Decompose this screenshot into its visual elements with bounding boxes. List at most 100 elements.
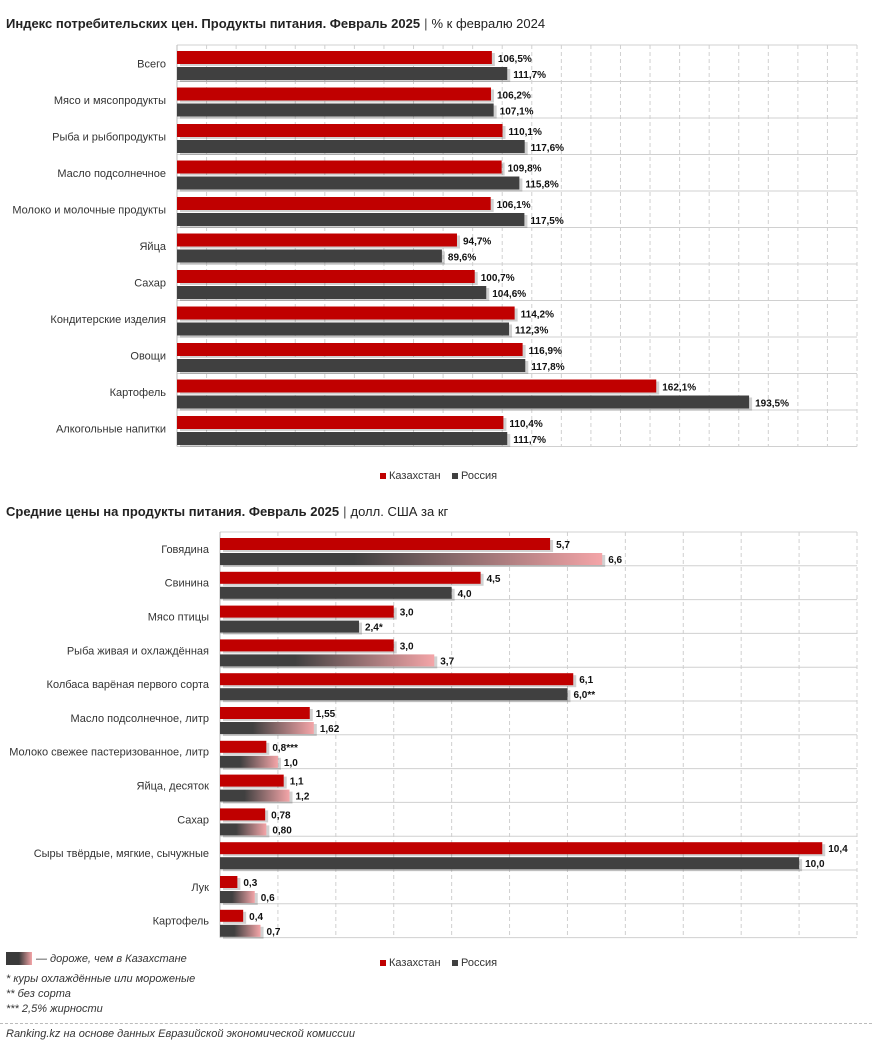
value-label-kazakhstan: 110,1% [509,127,542,138]
category-label: Сахар [134,277,166,289]
bar-russia [220,755,278,768]
category-label: Колбаса варёная первого сорта [47,679,210,691]
value-label-kazakhstan: 106,5% [498,54,532,65]
value-label-russia: 111,7% [513,70,546,81]
footnote-2: ** без сорта [6,988,71,1000]
value-label-kazakhstan: 10,4 [828,844,848,855]
bar-russia [220,722,314,734]
bar-russia [220,789,290,802]
value-label-russia: 0,6 [261,893,275,904]
value-label-kazakhstan: 1,55 [316,709,336,720]
value-label-russia: 1,2 [295,792,309,803]
chart1-cpi: Всего 106,5% 111,7% Мясо и мясопродукты 106,… [12,44,858,482]
bar-kazakhstan [177,379,657,393]
footnote-3: *** 2,5% жирности [6,1003,103,1015]
bar-kazakhstan [220,876,238,888]
bar-kazakhstan [177,124,503,137]
chart2-title: Средние цены на продукты питания. Феврал… [6,504,449,519]
value-label-kazakhstan: 3,0 [400,641,414,652]
value-label-kazakhstan: 0,78 [271,810,291,821]
value-label-kazakhstan: 106,2% [497,91,531,102]
category-label: Мясо и мясопродукты [54,95,166,107]
legend-label-kazakhstan: Казахстан [389,957,441,969]
category-label: Алкогольные напитки [56,423,166,435]
gradient-key-text: — дороже, чем в Казахстане [36,953,187,965]
category-label: Молоко и молочные продукты [12,204,166,216]
value-label-russia: 117,6% [531,143,564,154]
value-label-kazakhstan: 5,7 [556,540,570,551]
bar-kazakhstan [220,740,267,753]
footnote-1: * куры охлаждённые или мороженые [6,973,196,985]
value-label-russia: 6,0** [573,690,595,701]
legend-swatch-russia [452,473,458,479]
bar-russia [220,924,261,937]
value-label-russia: 10,0 [805,859,825,870]
category-label: Всего [137,58,166,70]
bar-russia [177,67,508,80]
bar-kazakhstan [220,909,244,922]
bar-kazakhstan [177,306,515,320]
value-label-russia: 2,4* [365,623,383,634]
category-label: Молоко свежее пастеризованное, литр [9,747,209,759]
category-label: Сахар [177,814,209,826]
bar-kazakhstan [177,416,504,429]
bar-russia [220,688,568,701]
bar-kazakhstan [220,842,823,855]
value-label-russia: 89,6% [448,253,476,264]
value-label-kazakhstan: 4,5 [487,574,501,585]
bar-russia [177,140,525,153]
category-label: Свинина [165,578,210,590]
chart2-prices: Говядина 5,7 6,6 Свинина 4,5 4,0 Мясо птицы 3,0… [9,531,858,969]
value-label-russia: 111,7% [513,435,546,446]
value-label-kazakhstan: 110,4% [509,419,542,430]
category-label: Масло подсолнечное, литр [71,713,210,725]
value-label-russia: 117,8% [531,362,564,373]
value-label-russia: 193,5% [755,399,789,410]
bar-russia [220,857,800,870]
category-label: Кондитерские изделия [50,314,166,326]
value-label-kazakhstan: 3,0 [400,608,414,619]
bar-kazakhstan [220,808,266,821]
value-label-russia: 3,7 [440,656,454,667]
category-label: Масло подсолнечное [57,168,166,180]
value-label-kazakhstan: 94,7% [463,237,491,248]
value-label-kazakhstan: 116,9% [529,346,562,357]
bar-kazakhstan [220,774,284,787]
category-label: Говядина [161,544,210,556]
bar-kazakhstan [177,270,475,283]
bar-kazakhstan [177,343,523,356]
legend-swatch-kazakhstan [380,960,386,966]
category-label: Мясо птицы [148,612,209,624]
value-label-kazakhstan: 0,8*** [272,743,298,754]
legend-swatch-kazakhstan [380,473,386,479]
legend-label-kazakhstan: Казахстан [389,470,441,482]
legend-swatch-russia [452,960,458,966]
value-label-kazakhstan: 114,2% [521,310,554,321]
bar-russia [220,823,267,836]
bar-russia [220,553,603,565]
value-label-kazakhstan: 6,1 [579,675,593,686]
bar-kazakhstan [220,639,394,652]
bar-russia [177,395,750,409]
bar-russia [177,286,487,299]
value-label-russia: 1,62 [320,724,340,735]
value-label-russia: 0,80 [272,825,292,836]
category-label: Яйца, десяток [137,781,210,793]
category-label: Картофель [110,387,167,399]
bar-russia [220,891,255,903]
chart1-title: Индекс потребительских цен. Продукты пит… [6,16,546,31]
bar-kazakhstan [177,87,491,101]
bar-kazakhstan [177,233,457,247]
category-label: Лук [191,882,209,894]
gradient-key-swatch [6,952,32,965]
bar-kazakhstan [220,673,574,686]
value-label-kazakhstan: 100,7% [481,273,515,284]
bar-kazakhstan [177,197,491,210]
bar-russia [177,432,508,445]
value-label-kazakhstan: 0,3 [243,878,257,889]
category-label: Картофель [153,916,210,928]
bar-kazakhstan [220,605,394,618]
bar-russia [177,249,442,263]
category-label: Рыба и рыбопродукты [52,131,166,143]
category-label: Овощи [130,350,166,362]
